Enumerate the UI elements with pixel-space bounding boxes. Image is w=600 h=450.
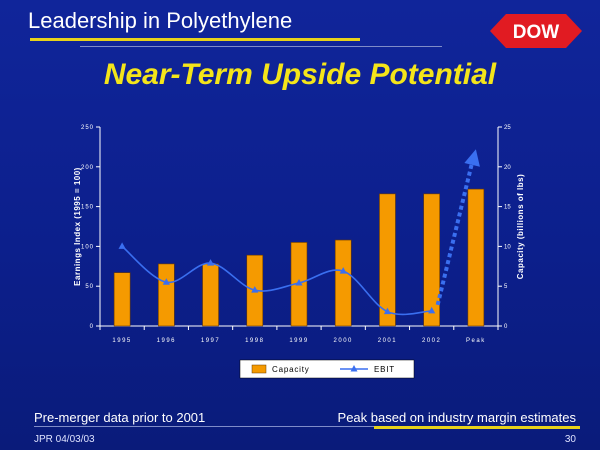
footnote-right: Peak based on industry margin estimates [337,410,576,425]
peak-projection [435,149,480,306]
projection-line [435,158,475,306]
ebit-line-path [121,245,432,316]
legend-capacity-label: Capacity [272,365,310,374]
ebit-point [162,278,170,285]
dow-logo-text: DOW [513,22,560,43]
chart-labels: 0 50 100 150 200 250 0 5 10 15 20 25 1995 1996 1997 199… [73,125,525,344]
right-tick-label: 15 [504,205,511,211]
left-tick-label: 50 [85,284,94,290]
footer-accent-line [374,426,580,429]
x-tick-label: 2002 [422,338,441,344]
page-number: 30 [564,434,576,445]
right-tick-label: 20 [504,165,511,171]
legend-capacity-swatch [251,364,267,374]
ebit-point [383,307,392,315]
capacity-bar [202,263,219,327]
right-tick-label: 5 [504,284,508,290]
header-accent-line [30,38,360,41]
legend-ebit-marker [350,365,358,372]
left-tick-label: 150 [81,205,94,211]
capacity-bar [423,193,440,327]
footnote-left: Pre-merger data prior to 2001 [34,410,206,425]
footer-id: JPR 04/03/03 [34,434,95,445]
dow-logo: DOW [490,14,582,48]
chart-legend: Capacity EBIT [239,359,415,379]
right-tick-label: 25 [504,125,511,131]
chart: 0 50 100 150 200 250 0 5 10 15 20 25 1995 1996 1997 199… [73,125,525,379]
ebit-line [118,242,436,316]
x-tick-label: 1998 [245,338,264,344]
x-tick-label: 1997 [201,338,220,344]
ebit-point [118,242,126,249]
ebit-point [251,286,259,293]
ebit-point [295,279,303,286]
footer-divider-line [34,426,374,427]
ebit-point [339,267,347,274]
x-tick-label: 1995 [112,338,131,344]
legend-ebit-label: EBIT [374,365,395,374]
slide-title: Near-Term Upside Potential [103,58,497,91]
right-tick-label: 10 [504,244,511,250]
x-tick-label: Peak [466,338,486,344]
legend-box [239,359,415,379]
capacity-bar [334,239,352,327]
capacity-bar [158,263,175,327]
dow-logo-diamond [490,14,582,48]
capacity-bar [113,272,131,327]
left-tick-label: 250 [81,125,94,131]
header-divider-line [80,46,442,47]
right-tick-label: 0 [504,324,508,330]
left-tick-label: 100 [81,244,94,250]
projection-arrowhead [464,149,480,167]
left-tick-label: 200 [81,165,94,171]
capacity-bar [379,193,396,327]
x-tick-label: 2001 [378,338,397,344]
right-axis-title: Capacity (billions of lbs) [516,174,525,279]
capacity-bars [113,188,485,327]
x-tick-label: 1996 [157,338,176,344]
left-axis-title: Earnings Index (1995 = 100) [73,167,82,286]
x-tick-label: 1999 [289,338,308,344]
ebit-point [206,259,215,266]
header-title: Leadership in Polyethylene [28,8,293,33]
left-tick-label: 0 [90,324,94,330]
x-tick-label: 2000 [334,338,353,344]
capacity-bar [467,188,485,327]
ebit-point [428,306,436,314]
